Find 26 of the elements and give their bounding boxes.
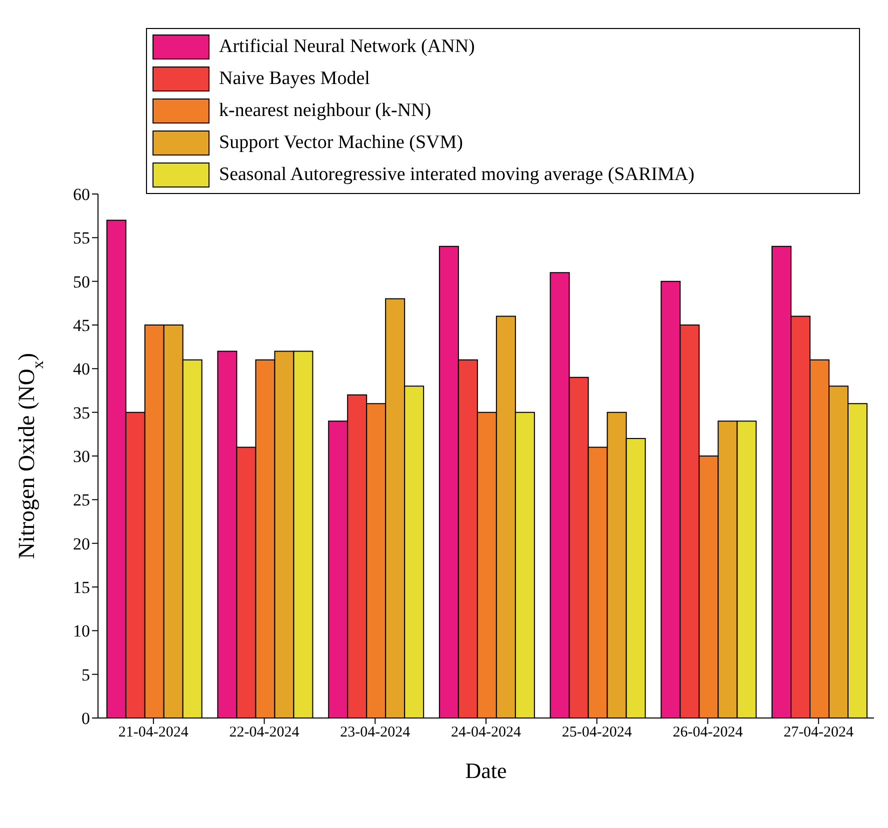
y-tick-label: 10 [73, 622, 90, 641]
legend-label: Naive Bayes Model [219, 68, 370, 90]
y-tick-label: 20 [73, 534, 90, 554]
x-tick-label: 25-04-2024 [562, 724, 632, 741]
legend-label: k-nearest neighbour (k-NN) [219, 100, 432, 122]
y-tick-label: 35 [73, 403, 90, 422]
y-tick-label: 50 [73, 272, 90, 292]
y-tick-label: 55 [73, 228, 90, 248]
x-tick-label: 22-04-2024 [229, 724, 300, 741]
y-tick-label: 5 [82, 665, 90, 684]
y-tick-label: 0 [82, 709, 90, 728]
y-tick-label: 15 [73, 578, 90, 598]
x-tick-label: 26-04-2024 [672, 724, 744, 741]
legend-label: Artificial Neural Network (ANN) [219, 36, 475, 58]
x-tick-label: 27-04-2024 [784, 724, 854, 741]
x-axis-title: Date [465, 758, 507, 783]
legend-label: Seasonal Autoregressive interated moving average (SARIMA) [219, 164, 694, 186]
y-tick-label: 60 [73, 185, 90, 204]
y-tick-label: 25 [73, 490, 90, 510]
y-tick-label: 40 [73, 360, 90, 379]
y-tick-label: 45 [73, 316, 90, 336]
x-tick-label: 24-04-2024 [451, 724, 522, 741]
legend-label: Support Vector Machine (SVM) [219, 132, 463, 154]
x-tick-label: 21-04-2024 [118, 724, 189, 741]
y-tick-label: 30 [73, 447, 90, 466]
x-tick-label: 23-04-2024 [340, 724, 411, 741]
